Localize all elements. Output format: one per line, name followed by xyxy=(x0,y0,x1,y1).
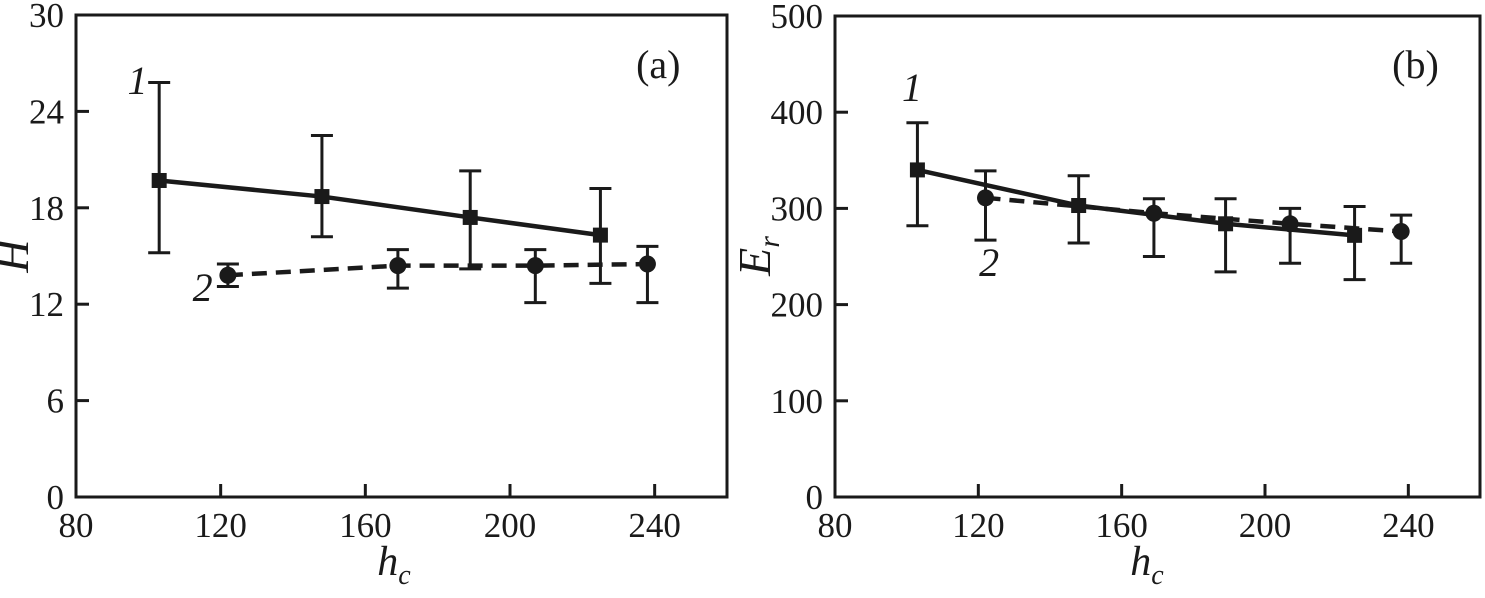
marker-square xyxy=(151,172,167,188)
y-tick-label: 0 xyxy=(47,478,65,517)
x-tick-label: 200 xyxy=(484,506,537,545)
marker-circle xyxy=(1392,222,1410,240)
series-line-dashed xyxy=(985,195,1402,234)
y-tick-label: 200 xyxy=(771,286,824,325)
panel-tag: (a) xyxy=(636,42,680,87)
series-label: 1 xyxy=(902,65,922,110)
marker-circle xyxy=(219,266,237,284)
panel-tag: (b) xyxy=(1392,42,1439,87)
marker-circle xyxy=(389,257,407,275)
panel-a: 801201602002400612182430hcH12(a) xyxy=(0,0,729,591)
x-tick-label: 160 xyxy=(339,506,392,545)
x-tick-label: 160 xyxy=(1095,506,1148,545)
series-line-solid xyxy=(158,178,601,238)
marker-circle xyxy=(526,257,544,275)
marker-square xyxy=(462,209,478,225)
error-bar xyxy=(310,134,333,239)
y-tick-label: 12 xyxy=(29,285,64,324)
x-tick-label: 80 xyxy=(59,506,94,545)
plot-box xyxy=(74,13,729,499)
y-axis-label: H xyxy=(0,237,38,274)
marker-circle xyxy=(977,189,994,207)
panel-b: 80 120 160 200 240 0 100 200 300 400 500 hc Er 1 2 (b) xyxy=(729,0,1482,591)
marker-square xyxy=(1218,216,1234,232)
y-tick-label: 500 xyxy=(771,0,824,36)
series-label: 2 xyxy=(979,240,999,285)
x-tick-label: 120 xyxy=(194,506,247,545)
y-tick-label: 6 xyxy=(47,382,65,421)
y-tick-label: 24 xyxy=(29,92,64,131)
series-line-dashed xyxy=(227,261,648,278)
series-label: 2 xyxy=(193,265,213,310)
marker-square xyxy=(1071,198,1087,214)
y-tick-label: 18 xyxy=(29,189,64,228)
x-tick-label: 240 xyxy=(628,506,681,545)
marker-circle xyxy=(638,255,656,273)
marker-square xyxy=(1347,227,1363,243)
x-axis-label: hc xyxy=(377,539,411,591)
marker-square xyxy=(909,162,925,178)
error-bar xyxy=(636,244,659,305)
x-tick-label: 240 xyxy=(1382,506,1435,545)
x-tick-label: 200 xyxy=(1239,506,1292,545)
error-bar xyxy=(1343,204,1366,282)
plot-box xyxy=(833,14,1482,499)
y-axis-label: Er xyxy=(729,236,786,277)
y-tick-label: 30 xyxy=(29,0,64,35)
y-tick-label: 0 xyxy=(806,478,824,517)
y-tick-label: 300 xyxy=(771,189,824,228)
marker-circle xyxy=(1145,204,1163,222)
x-tick-label: 120 xyxy=(952,506,1005,545)
x-tick-label: 80 xyxy=(818,506,853,545)
y-tick-label: 400 xyxy=(771,93,824,132)
y-tick-label: 100 xyxy=(771,382,824,421)
series-label: 1 xyxy=(127,58,147,103)
marker-square xyxy=(592,227,608,243)
error-bar xyxy=(148,80,171,255)
marker-circle xyxy=(1281,215,1299,233)
x-axis-label: hc xyxy=(1130,539,1164,591)
marker-square xyxy=(314,189,330,205)
error-bar xyxy=(1214,197,1237,274)
